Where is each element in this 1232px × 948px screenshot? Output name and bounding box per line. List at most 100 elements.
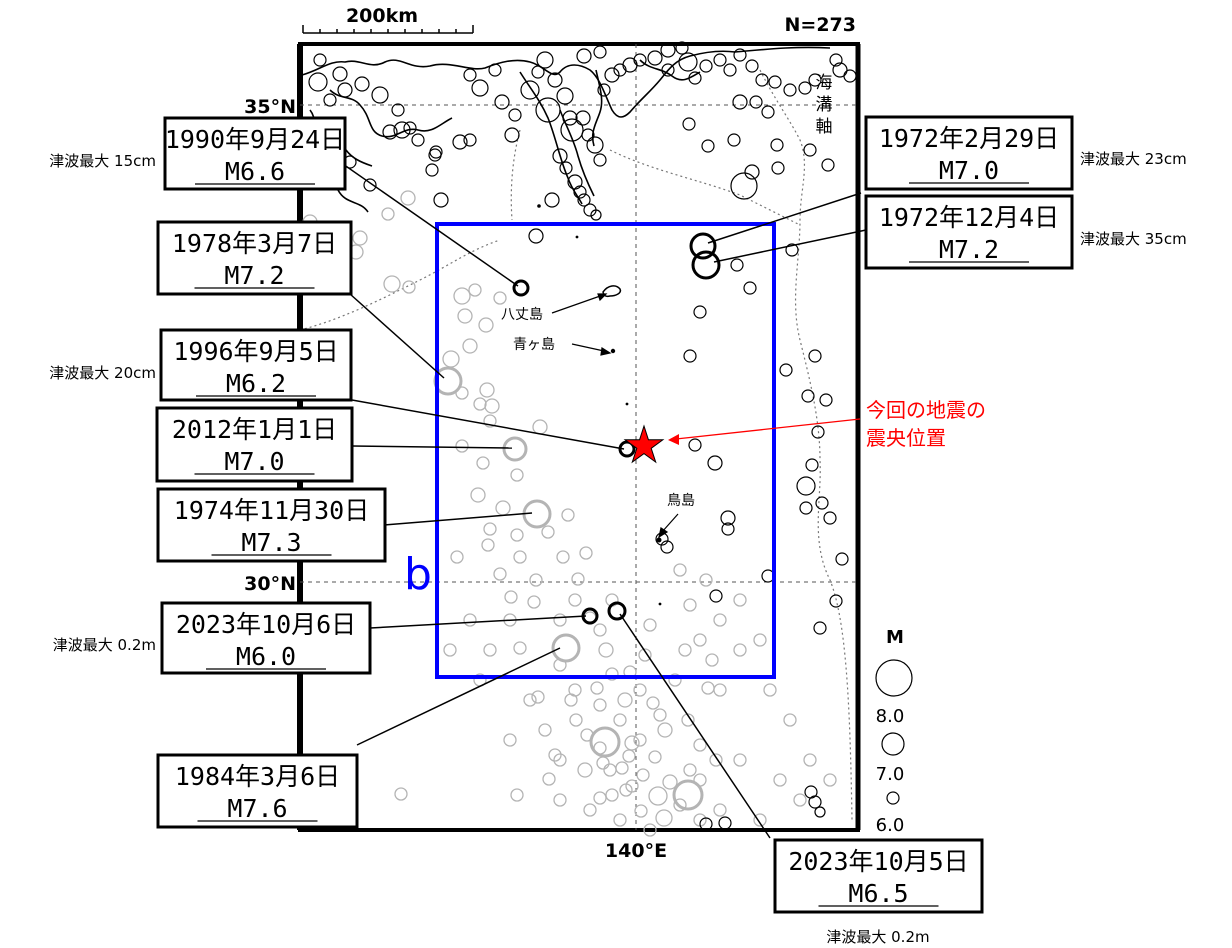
past-epicenter bbox=[647, 50, 663, 66]
event-magnitude: M7.6 bbox=[227, 794, 287, 823]
legend-circle-m7 bbox=[881, 732, 905, 756]
background-epicenter bbox=[468, 283, 482, 297]
past-epicenter bbox=[683, 349, 697, 363]
past-epicenter bbox=[733, 48, 747, 62]
background-epicenter bbox=[634, 804, 648, 818]
background-epicenter bbox=[638, 648, 652, 662]
past-epicenter bbox=[560, 118, 584, 142]
background-epicenter bbox=[655, 809, 673, 827]
background-epicenter bbox=[504, 590, 518, 604]
past-epicenter bbox=[428, 148, 442, 162]
past-epicenter bbox=[721, 522, 735, 536]
past-epicenter bbox=[808, 73, 822, 87]
background-epicenter bbox=[502, 436, 528, 462]
past-epicenter bbox=[597, 83, 611, 97]
past-epicenter bbox=[535, 97, 561, 123]
leader-lines bbox=[339, 161, 867, 839]
past-epicenter bbox=[723, 63, 737, 77]
event-magnitude: M7.3 bbox=[241, 528, 301, 557]
event-tsunami-height: 津波最大 0.2m bbox=[53, 636, 156, 654]
background-epicenter bbox=[531, 690, 545, 704]
background-epicenter bbox=[681, 713, 695, 727]
background-epicenter bbox=[493, 567, 507, 581]
background-epicenter bbox=[538, 723, 552, 737]
past-epicenter bbox=[819, 393, 833, 407]
background-epicenter bbox=[478, 317, 494, 333]
past-epicenter bbox=[713, 53, 727, 67]
legend-label-m7: 7.0 bbox=[876, 764, 905, 785]
event-magnitude: M6.6 bbox=[225, 157, 285, 186]
background-epicenter bbox=[657, 722, 673, 738]
event-date: 1972年2月29日 bbox=[879, 124, 1059, 153]
past-epicenter bbox=[393, 121, 411, 139]
background-epicenter bbox=[705, 653, 719, 667]
background-epicenter bbox=[463, 613, 477, 627]
background-epicenter bbox=[523, 693, 537, 707]
past-epicenter bbox=[808, 795, 822, 809]
background-epicenter bbox=[457, 308, 473, 324]
background-epicenter bbox=[733, 643, 747, 657]
highlighted-epicenter bbox=[689, 232, 717, 260]
background-epicenter bbox=[443, 643, 457, 657]
background-epicenter bbox=[713, 613, 727, 627]
background-epicenter bbox=[553, 753, 567, 767]
background-epicenter bbox=[596, 756, 610, 770]
past-epicenter bbox=[693, 305, 707, 319]
past-epicenter bbox=[829, 53, 843, 67]
background-epicenter bbox=[590, 681, 604, 695]
past-epicenter bbox=[761, 105, 775, 119]
event-tsunami-height: 津波最大 15cm bbox=[49, 152, 156, 170]
past-epicenter bbox=[313, 53, 327, 67]
background-epicenter bbox=[450, 550, 464, 564]
past-epicenter bbox=[699, 817, 713, 831]
background-epicenter bbox=[479, 382, 495, 398]
past-epicenter bbox=[688, 438, 702, 452]
background-epicenter bbox=[603, 763, 617, 777]
background-epicenter bbox=[394, 787, 408, 801]
event-label-box: 1990年9月24日 M6.6 bbox=[163, 116, 347, 191]
past-epicenter bbox=[771, 161, 785, 175]
past-epicenter bbox=[573, 185, 587, 199]
event-date: 1972年12月4日 bbox=[879, 203, 1059, 232]
past-epicenter bbox=[308, 72, 328, 92]
event-magnitude: M6.5 bbox=[848, 879, 908, 908]
past-epicenter bbox=[661, 63, 675, 77]
event-label-box: 2023年10月5日 M6.5 bbox=[773, 838, 984, 914]
past-epicenter bbox=[613, 63, 627, 77]
past-epicenter bbox=[425, 163, 439, 177]
highlighted-epicenter bbox=[512, 279, 530, 297]
past-epicenter bbox=[803, 143, 817, 157]
background-epicenter bbox=[493, 291, 507, 305]
background-epicenter bbox=[473, 397, 487, 411]
past-epicenter bbox=[323, 93, 337, 107]
legend-circle-m6 bbox=[886, 791, 900, 805]
background-epicenter bbox=[513, 550, 527, 564]
latitude-30-label: 30°N bbox=[244, 573, 296, 595]
event-date: 1996年9月5日 bbox=[173, 337, 338, 366]
scale-bar bbox=[302, 25, 474, 34]
past-epicenter bbox=[675, 41, 689, 55]
past-epicenter bbox=[814, 806, 826, 818]
background-epicenter bbox=[529, 573, 543, 587]
event-label-box: 1978年3月7日 M7.2 bbox=[156, 220, 353, 296]
past-epicenter bbox=[575, 110, 591, 126]
background-epicenter bbox=[673, 563, 687, 577]
background-epicenter bbox=[568, 593, 582, 607]
background-epicenter bbox=[648, 750, 662, 764]
trench-axis-line bbox=[299, 69, 853, 821]
event-date: 2023年10月6日 bbox=[176, 610, 356, 639]
background-epicenter bbox=[773, 773, 787, 787]
past-epicenter bbox=[745, 59, 759, 73]
past-epicenter bbox=[552, 148, 568, 164]
background-epicenter bbox=[553, 658, 567, 672]
background-epicenter bbox=[793, 793, 807, 807]
past-epicenter bbox=[562, 110, 578, 126]
background-epicenter bbox=[542, 772, 556, 786]
hachijojima-label: 八丈島 bbox=[501, 307, 543, 323]
background-epicenter bbox=[624, 735, 640, 751]
longitude-140-label: 140°E bbox=[605, 840, 667, 862]
past-epicenter bbox=[633, 53, 647, 67]
background-epicenter bbox=[733, 593, 747, 607]
background-epicenter bbox=[483, 414, 497, 428]
